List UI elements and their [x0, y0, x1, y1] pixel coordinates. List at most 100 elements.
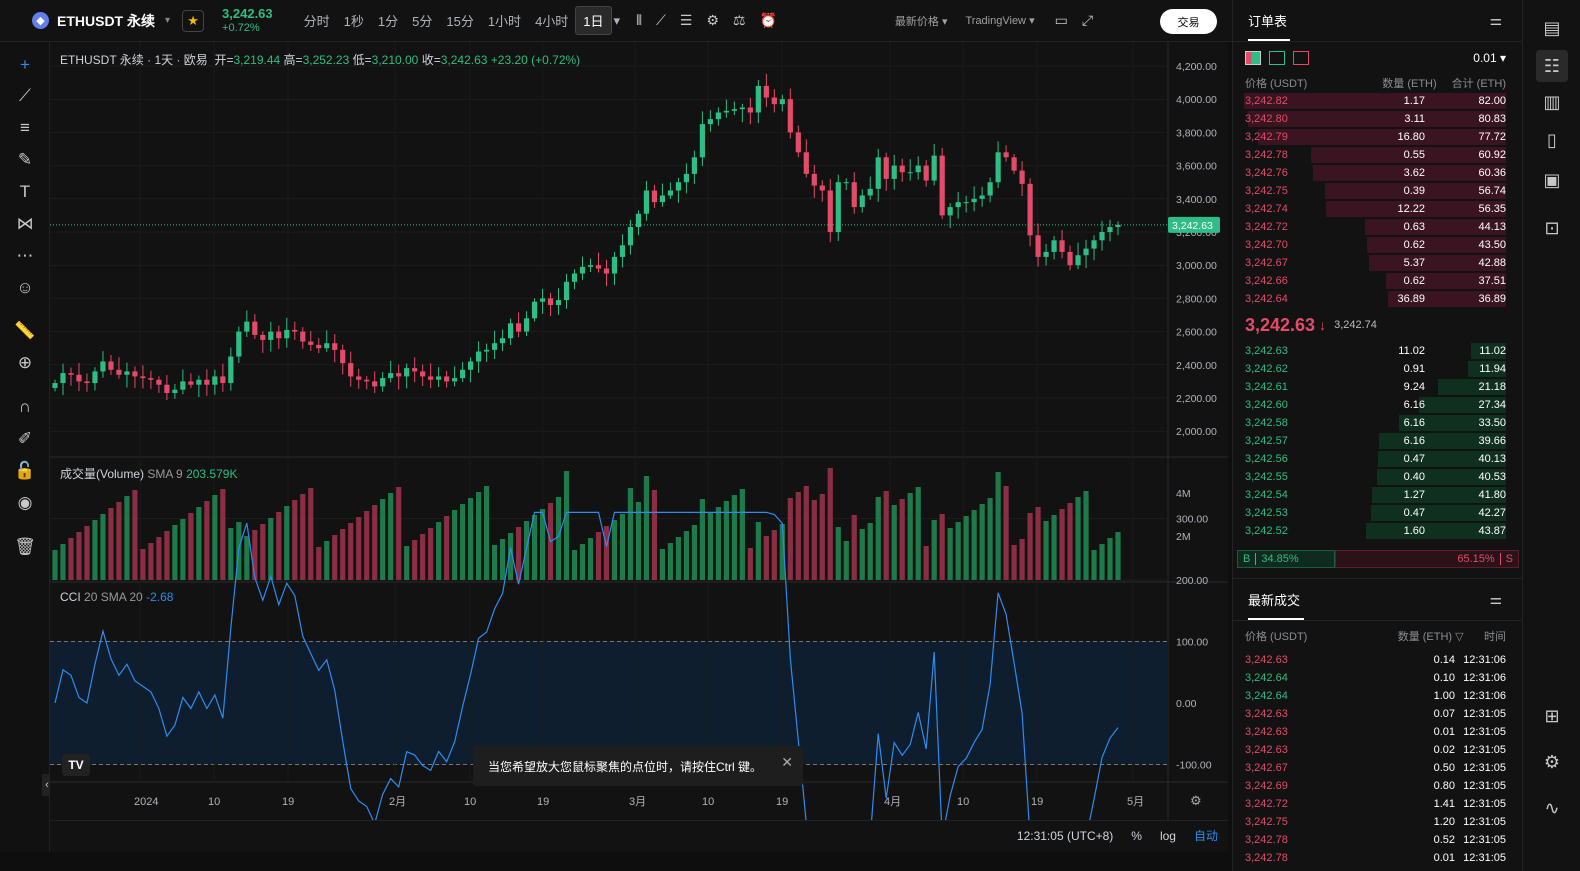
- buy-ratio-bar: B 34.85%: [1237, 550, 1336, 568]
- trade-button[interactable]: 交易: [1160, 9, 1217, 34]
- emoji-icon[interactable]: ☺: [16, 278, 34, 297]
- buy-sell-ratio: B 34.85% 65.15% S: [1237, 550, 1519, 568]
- trendline-icon[interactable]: ⟋: [19, 86, 31, 105]
- trades-settings-icon[interactable]: ⚌: [1489, 591, 1502, 607]
- timeframe-tab[interactable]: 4小时: [535, 14, 569, 29]
- timeframe-tab[interactable]: 1分: [377, 14, 399, 29]
- ask-row[interactable]: 3,242.70 0.62 43.50: [1233, 236, 1522, 254]
- close-icon[interactable]: ✕: [781, 754, 793, 770]
- candle-body: [795, 132, 801, 153]
- trash-icon[interactable]: 🗑: [14, 537, 36, 556]
- ask-row[interactable]: 3,242.82 1.17 82.00: [1233, 92, 1522, 110]
- timeframe-tab-active[interactable]: 1日: [575, 6, 612, 35]
- volume-bar: [643, 476, 650, 580]
- magnet-icon[interactable]: ∩: [18, 397, 32, 416]
- ask-row[interactable]: 3,242.80 3.11 80.83: [1233, 110, 1522, 128]
- window-icon[interactable]: ▭: [1054, 12, 1068, 28]
- robot-icon[interactable]: ⊡: [1544, 217, 1560, 238]
- crosshair-icon[interactable]: +: [20, 55, 30, 74]
- book-icon[interactable]: ▯: [1547, 129, 1557, 150]
- favorite-star-icon[interactable]: ★: [182, 9, 205, 32]
- collapse-toolbar-icon[interactable]: ‹: [42, 774, 52, 796]
- symbol-selector[interactable]: ◆ ETHUSDT 永续 ▾: [32, 11, 170, 31]
- eye-icon[interactable]: ◉: [17, 493, 33, 512]
- timeframe-more-icon[interactable]: ▾: [613, 12, 621, 28]
- bid-row[interactable]: 3,242.58 6.16 33.50: [1233, 414, 1522, 432]
- price-tick-label: 4,000.00: [1176, 94, 1217, 106]
- timeframe-tab[interactable]: 5分: [412, 14, 433, 29]
- scale-icon[interactable]: ⚖: [732, 12, 746, 28]
- bid-row[interactable]: 3,242.62 0.91 11.94: [1233, 360, 1522, 378]
- orderbook-settings-icon[interactable]: ⚌: [1489, 12, 1502, 28]
- bid-row[interactable]: 3,242.52 1.60 43.87: [1233, 522, 1522, 540]
- measure-lines-icon[interactable]: ⋯: [16, 246, 34, 265]
- ruler-icon[interactable]: 📏: [14, 321, 36, 340]
- activity-icon[interactable]: ∿: [1544, 797, 1560, 818]
- alert-icon[interactable]: ⏰: [759, 12, 777, 28]
- orderbook-icon[interactable]: ☷: [1536, 50, 1568, 82]
- document-icon[interactable]: ▤: [1543, 17, 1561, 38]
- bid-row[interactable]: 3,242.55 0.40 40.53: [1233, 468, 1522, 486]
- ask-row[interactable]: 3,242.74 12.22 56.35: [1233, 200, 1522, 218]
- bid-row[interactable]: 3,242.54 1.27 41.80: [1233, 486, 1522, 504]
- time-settings-icon[interactable]: ⚙: [1190, 793, 1202, 808]
- price-type-dropdown[interactable]: 最新价格 ▾: [894, 15, 948, 28]
- bar-chart-icon[interactable]: ▥: [1543, 91, 1561, 112]
- ask-row[interactable]: 3,242.79 16.80 77.72: [1233, 128, 1522, 146]
- volume-bar: [1083, 491, 1089, 580]
- fullscreen-icon[interactable]: ⤢: [1081, 12, 1094, 28]
- view-asks-icon[interactable]: [1293, 51, 1309, 65]
- ask-row[interactable]: 3,242.78 0.55 60.92: [1233, 146, 1522, 164]
- lock-icon[interactable]: 🔓: [14, 461, 36, 480]
- total-cell: 21.18: [1478, 381, 1506, 393]
- bid-row[interactable]: 3,242.60 6.16 27.34: [1233, 396, 1522, 414]
- time-tick-label: 10: [957, 796, 969, 808]
- candle-type-icon[interactable]: ⫴: [636, 12, 642, 28]
- layout-icon[interactable]: ⊞: [1544, 705, 1560, 726]
- precision-select[interactable]: 0.01 ▾: [1473, 51, 1506, 65]
- chart-canvas[interactable]: 4,200.00 4,000.00 3,800.00 3,600.00 3,400.00…: [50, 42, 1228, 820]
- bid-row[interactable]: 3,242.63 11.02 11.02: [1233, 342, 1522, 360]
- volume-bar: [539, 509, 546, 580]
- price-cell: 3,242.53: [1245, 507, 1288, 519]
- timeframe-tab[interactable]: 分时: [303, 14, 330, 29]
- chart-area[interactable]: 4,200.00 4,000.00 3,800.00 3,600.00 3,400.00…: [50, 42, 1228, 852]
- indicator-icon[interactable]: ⟋: [655, 12, 666, 28]
- list-icon[interactable]: ☰: [679, 12, 693, 28]
- fib-lines-icon[interactable]: ≡: [20, 118, 30, 137]
- percent-toggle[interactable]: %: [1131, 828, 1142, 843]
- monitor-icon[interactable]: ▣: [1543, 169, 1561, 190]
- bid-row[interactable]: 3,242.56 0.47 40.13: [1233, 450, 1522, 468]
- ask-row[interactable]: 3,242.75 0.39 56.74: [1233, 182, 1522, 200]
- ask-row[interactable]: 3,242.72 0.63 44.13: [1233, 218, 1522, 236]
- lock-drawing-icon[interactable]: ✐: [17, 429, 33, 448]
- candle-body: [507, 323, 514, 339]
- log-toggle[interactable]: log: [1159, 828, 1176, 843]
- qty-cell: 0.39: [1403, 185, 1425, 197]
- settings-icon[interactable]: ⚙: [706, 12, 719, 28]
- ask-row[interactable]: 3,242.67 5.37 42.88: [1233, 254, 1522, 272]
- chart-type-dropdown[interactable]: TradingView ▾: [965, 15, 1035, 27]
- settings-icon[interactable]: ⚙: [1543, 751, 1561, 772]
- timeframe-tab[interactable]: 1秒: [343, 14, 364, 29]
- filter-icon[interactable]: ▽: [1455, 631, 1464, 643]
- timeframe-tab[interactable]: 1小时: [487, 14, 522, 29]
- view-both-icon[interactable]: [1245, 51, 1261, 65]
- ask-row[interactable]: 3,242.64 36.89 36.89: [1233, 290, 1522, 308]
- timeframe-tab[interactable]: 15分: [446, 14, 474, 29]
- volume-bar: [324, 541, 330, 580]
- auto-toggle[interactable]: 自动: [1193, 829, 1218, 843]
- text-icon[interactable]: T: [19, 182, 31, 201]
- ask-row[interactable]: 3,242.66 0.62 37.51: [1233, 272, 1522, 290]
- volume-bar: [755, 522, 761, 580]
- volume-bar: [1099, 544, 1105, 580]
- zoom-in-icon[interactable]: ⊕: [17, 353, 33, 372]
- bid-row[interactable]: 3,242.53 0.47 42.27: [1233, 504, 1522, 522]
- bid-row[interactable]: 3,242.57 6.16 39.66: [1233, 432, 1522, 450]
- bid-row[interactable]: 3,242.61 9.24 21.18: [1233, 378, 1522, 396]
- candle-body: [539, 298, 546, 302]
- view-bids-icon[interactable]: [1269, 51, 1285, 65]
- ask-row[interactable]: 3,242.76 3.62 60.36: [1233, 164, 1522, 182]
- pattern-icon[interactable]: ⋈: [16, 214, 34, 233]
- brush-icon[interactable]: ✎: [17, 150, 33, 169]
